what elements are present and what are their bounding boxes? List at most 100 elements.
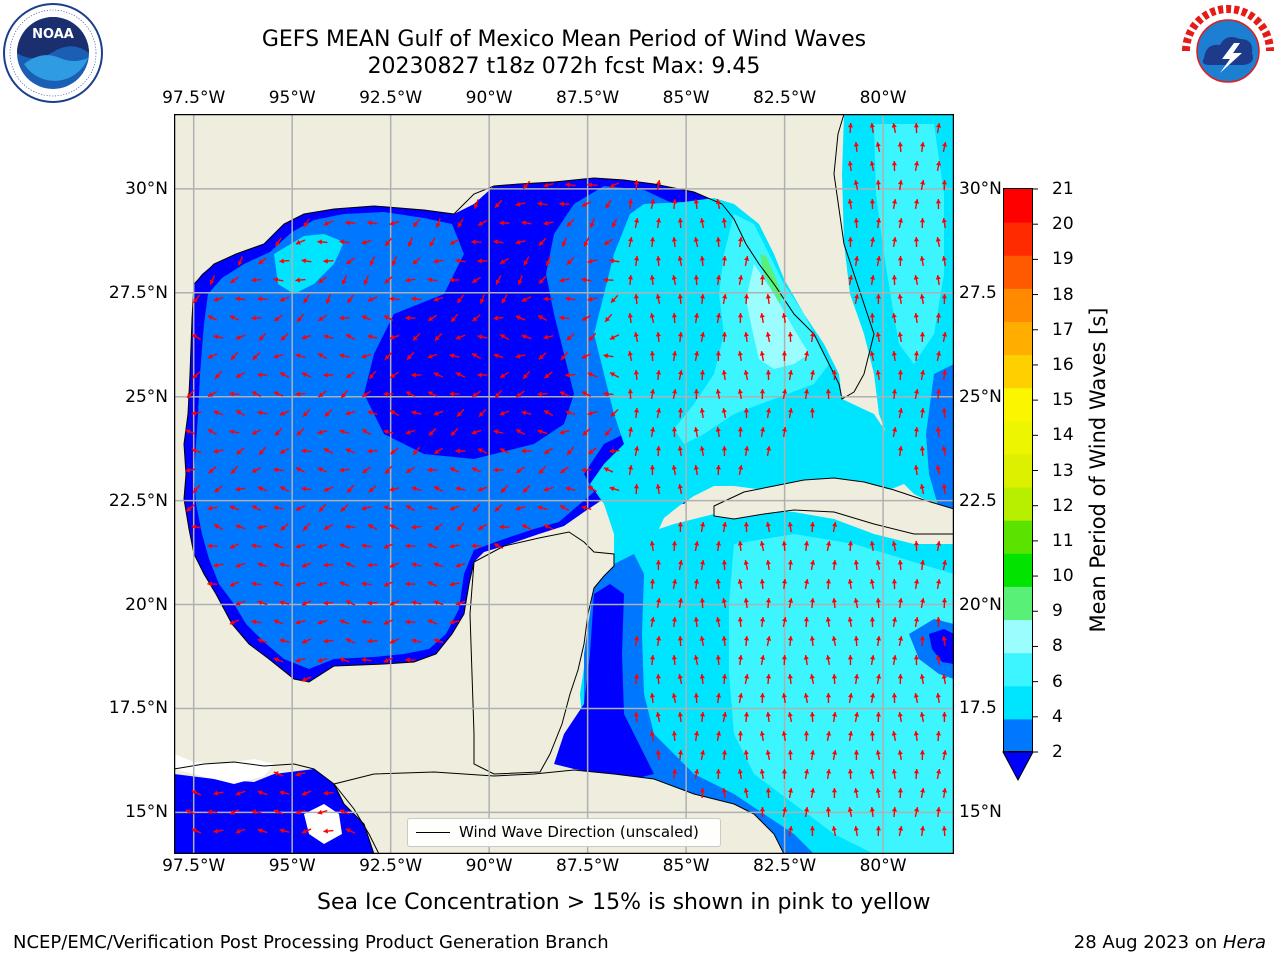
wave-direction-arrow [191, 333, 202, 341]
wave-direction-arrow [433, 485, 444, 493]
wave-direction-arrow [737, 236, 744, 248]
wave-direction-arrow [869, 578, 875, 590]
wave-direction-arrow [891, 540, 897, 552]
wave-direction-arrow [853, 179, 859, 191]
wave-direction-arrow [765, 293, 771, 305]
wave-direction-arrow [787, 787, 794, 799]
wave-direction-arrow [323, 562, 334, 568]
wave-direction-arrow [913, 236, 919, 248]
wave-direction-arrow [383, 619, 394, 625]
wave-direction-arrow [323, 372, 334, 378]
wave-direction-arrow [427, 314, 438, 322]
wave-direction-arrow [942, 749, 948, 761]
wave-direction-arrow [941, 825, 947, 837]
wave-direction-arrow [810, 787, 816, 799]
wave-direction-arrow [677, 255, 683, 267]
wave-direction-arrow [693, 312, 700, 324]
wave-direction-arrow [671, 464, 677, 476]
wave-direction-arrow [230, 351, 239, 361]
wave-direction-arrow [891, 160, 897, 172]
latitude-label: 20°N [125, 594, 168, 615]
wave-direction-arrow [449, 353, 460, 359]
wave-direction-arrow [610, 294, 619, 304]
colorbar-segment [1003, 387, 1033, 422]
wave-direction-arrow [236, 447, 245, 455]
wave-direction-arrow [700, 749, 706, 761]
mexico-coastline [183, 373, 475, 683]
wave-direction-arrow [787, 673, 793, 685]
wave-direction-arrow [869, 806, 875, 818]
wave-direction-arrow [715, 692, 722, 704]
wave-direction-arrow [715, 236, 721, 248]
wave-direction-arrow [301, 562, 312, 568]
wave-direction-arrow [229, 543, 240, 549]
wave-direction-arrow [831, 825, 837, 837]
wave-direction-arrow [897, 711, 903, 723]
wave-direction-arrow [522, 180, 531, 190]
wave-direction-arrow [566, 218, 575, 228]
wave-direction-arrow [279, 410, 290, 416]
wave-direction-arrow [721, 521, 728, 533]
wave-direction-arrow [275, 237, 282, 247]
wave-direction-arrow [235, 562, 246, 568]
footer-date-text: 28 Aug 2023 on [1073, 932, 1223, 953]
colorbar-tick-label: 17 [1052, 319, 1074, 340]
wave-direction-arrow [627, 274, 634, 286]
wave-direction-arrow [853, 217, 859, 229]
wave-direction-arrow [700, 521, 706, 533]
longitude-label: 82.5°W [753, 88, 817, 108]
footer-credit: NCEP/EMC/Verification Post Processing Pr… [13, 932, 609, 953]
wave-direction-arrow [781, 350, 788, 362]
wave-direction-arrow [369, 256, 376, 266]
wave-direction-arrow [936, 160, 942, 172]
wave-direction-arrow [759, 692, 766, 704]
wave-direction-arrow [721, 749, 728, 761]
wave-direction-arrow [809, 521, 816, 533]
wave-direction-arrow [722, 711, 728, 723]
wave-direction-arrow [384, 237, 393, 247]
wave-direction-arrow [257, 600, 268, 606]
wave-direction-arrow [258, 446, 267, 456]
wave-direction-arrow [891, 692, 897, 704]
wave-direction-arrow [517, 275, 523, 285]
wave-direction-arrow [913, 274, 919, 286]
wave-direction-arrow [677, 217, 683, 229]
map-frame [174, 114, 954, 854]
wave-direction-arrow [781, 426, 788, 438]
wave-direction-arrow [743, 559, 749, 571]
wave-direction-arrow [831, 787, 838, 799]
wave-direction-arrow [559, 429, 570, 435]
wave-direction-arrow [875, 559, 881, 571]
wave-direction-arrow [716, 730, 722, 742]
wave-direction-arrow [649, 350, 655, 362]
wave-direction-arrow [699, 711, 706, 723]
wave-direction-arrow [559, 315, 570, 321]
wave-direction-arrow [500, 484, 509, 494]
wave-direction-arrow [655, 673, 661, 685]
wave-direction-arrow [693, 426, 699, 438]
wave-direction-arrow [191, 410, 202, 416]
wave-direction-arrow [346, 484, 355, 494]
wave-direction-arrow [914, 160, 920, 172]
wave-direction-arrow [345, 828, 356, 834]
wave-direction-arrow [368, 370, 377, 380]
wave-direction-arrow [589, 218, 595, 228]
wave-direction-arrow [832, 749, 838, 761]
colorbar-tick-label: 11 [1052, 530, 1074, 551]
legend-label: Wind Wave Direction (unscaled) [459, 823, 699, 841]
wave-direction-arrow [411, 486, 422, 492]
wave-direction-arrow [744, 445, 750, 457]
wave-direction-arrow [942, 559, 948, 571]
wave-direction-arrow [515, 466, 525, 474]
wave-direction-arrow [538, 352, 547, 360]
wave-direction-arrow [523, 256, 530, 266]
wave-direction-arrow [499, 410, 510, 416]
wave-direction-arrow [515, 505, 526, 511]
wave-direction-arrow [515, 315, 526, 321]
wave-direction-arrow [699, 597, 705, 609]
wave-direction-arrow [699, 217, 705, 229]
wave-direction-arrow [457, 218, 464, 228]
wave-direction-arrow [367, 638, 378, 644]
wave-direction-arrow [273, 314, 283, 322]
wave-direction-arrow [433, 296, 444, 302]
